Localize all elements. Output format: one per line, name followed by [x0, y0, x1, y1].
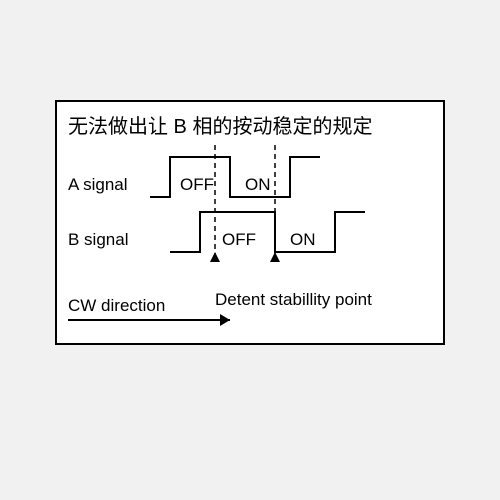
timing-diagram-svg: [0, 0, 500, 500]
